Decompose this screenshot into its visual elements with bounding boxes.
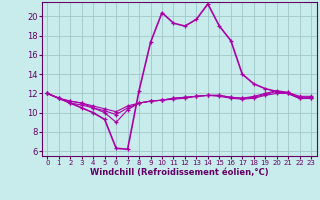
X-axis label: Windchill (Refroidissement éolien,°C): Windchill (Refroidissement éolien,°C): [90, 168, 268, 177]
